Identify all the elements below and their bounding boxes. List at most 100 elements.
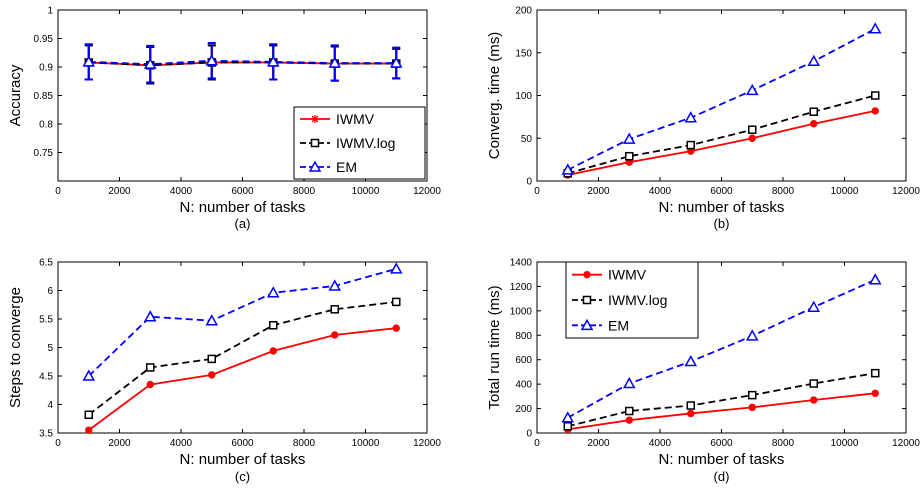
x-tick-label: 0: [534, 186, 540, 197]
data-point: [143, 57, 157, 69]
x-tick-label: 2000: [108, 186, 131, 197]
x-tick-label: 8000: [293, 186, 316, 197]
legend-label: EM: [608, 317, 629, 333]
legend-label: IWMV: [336, 111, 375, 127]
x-tick-label: 6000: [710, 186, 733, 197]
data-point: [392, 297, 401, 307]
y-tick-label: 0: [526, 429, 532, 440]
x-tick-label: 6000: [231, 438, 254, 449]
x-tick-label: 4000: [170, 438, 193, 449]
data-point: [622, 376, 636, 389]
y-tick-label: 1000: [510, 306, 533, 317]
data-point: [269, 347, 277, 355]
data-point: [748, 134, 756, 142]
legend-marker: [583, 270, 591, 279]
x-tick-label: 10000: [831, 438, 859, 449]
y-tick-label: 4: [47, 400, 53, 411]
data-point: [389, 56, 403, 68]
x-tick-label: 2000: [587, 438, 610, 449]
y-tick-label: 1: [47, 6, 53, 17]
data-point: [871, 389, 879, 398]
data-point: [328, 56, 342, 68]
y-tick-label: 0: [526, 177, 532, 188]
x-tick-label: 12000: [413, 186, 441, 197]
data-point: [625, 406, 634, 416]
y-tick-label: 3.5: [39, 429, 53, 440]
panel-caption: (a): [235, 216, 251, 231]
y-tick-label: 0.9: [39, 63, 53, 74]
series-line: [88, 59, 397, 66]
y-tick-label: 4.5: [39, 372, 53, 383]
y-tick-label: 600: [515, 355, 532, 366]
data-point: [82, 369, 96, 381]
x-tick-label: 8000: [293, 438, 316, 449]
x-axis-label: N: number of tasks: [180, 199, 306, 216]
x-tick-label: 0: [55, 438, 61, 449]
data-point: [871, 107, 879, 115]
data-point: [748, 390, 757, 400]
series-line: [88, 267, 397, 377]
series-iwmv-log: [563, 368, 880, 431]
y-tick-label: 1200: [510, 282, 533, 293]
y-tick-label: 200: [515, 404, 532, 415]
series-line: [88, 327, 397, 431]
data-point: [686, 140, 695, 150]
data-point: [809, 379, 818, 388]
data-point: [748, 403, 756, 412]
data-point: [205, 314, 219, 326]
x-tick-label: 10000: [831, 186, 859, 197]
legend-marker: [310, 138, 320, 148]
series-em: [82, 262, 403, 381]
x-tick-label: 4000: [170, 186, 193, 197]
y-tick-label: 800: [515, 331, 532, 342]
data-point: [807, 54, 821, 67]
x-axis-label: N: number of tasks: [180, 451, 306, 468]
y-tick-label: 0.75: [34, 148, 54, 159]
panel-caption: (b): [714, 216, 730, 231]
data-point: [868, 273, 882, 285]
series-iwmv: [564, 107, 879, 179]
panel-caption: (d): [714, 469, 730, 484]
data-point: [84, 410, 93, 420]
data-point: [85, 426, 93, 434]
y-tick-label: 0.95: [34, 34, 54, 45]
y-tick-label: 400: [515, 380, 532, 391]
data-point: [561, 163, 575, 175]
data-point: [622, 132, 636, 144]
series-iwmv: [85, 324, 400, 434]
x-tick-label: 0: [55, 186, 61, 197]
legend-marker: [311, 115, 319, 123]
data-point: [871, 368, 880, 378]
data-point: [82, 55, 96, 67]
y-tick-label: 6: [47, 286, 53, 297]
data-point: [684, 111, 698, 123]
y-axis-label: Total run time (ms): [486, 285, 503, 409]
x-tick-label: 10000: [352, 438, 380, 449]
x-tick-label: 2000: [587, 186, 610, 197]
data-point: [868, 22, 882, 34]
chart-panel: 0 2000 4000 6000 8000 10000 12000 0 200 400 600 800…: [486, 258, 920, 485]
data-point: [207, 354, 216, 364]
chart-panel: 0 2000 4000 6000 8000 10000 12000 0.75 0.8 0.85 0.…: [7, 6, 441, 232]
x-tick-label: 4000: [649, 438, 672, 449]
y-tick-label: 6.5: [39, 258, 53, 269]
data-point: [810, 396, 818, 404]
series-iwmv-log: [84, 297, 401, 420]
y-tick-label: 150: [515, 48, 532, 59]
data-point: [266, 55, 280, 67]
data-point: [331, 331, 339, 339]
data-point: [687, 409, 695, 418]
legend-marker: [580, 318, 594, 331]
data-point: [328, 279, 342, 291]
data-point: [871, 91, 880, 100]
x-tick-label: 10000: [352, 186, 380, 197]
data-point: [269, 321, 278, 330]
data-point: [561, 411, 575, 423]
data-point: [684, 355, 698, 367]
y-tick-label: 0.8: [39, 120, 53, 131]
x-tick-label: 6000: [710, 438, 733, 449]
panel-caption: (c): [235, 469, 250, 484]
data-point: [625, 416, 633, 424]
data-point: [807, 300, 821, 312]
y-axis-label: Steps to converge: [7, 287, 24, 408]
